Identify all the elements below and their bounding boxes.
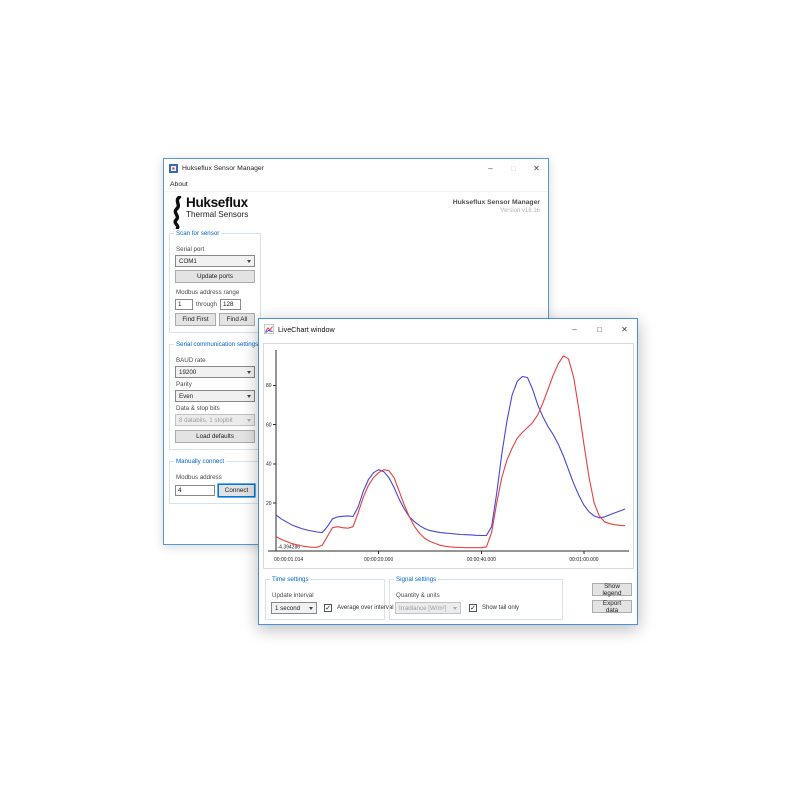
parity-select[interactable]: Even xyxy=(175,390,255,402)
main-titlebar[interactable]: Hukseflux Sensor Manager – □ ✕ xyxy=(164,159,548,178)
parity-value: Even xyxy=(179,392,194,400)
minimize-icon[interactable]: – xyxy=(572,324,577,334)
svg-text:60: 60 xyxy=(266,422,272,428)
livechart-window-title: LiveChart window xyxy=(278,324,335,334)
show-tail-only-checkbox[interactable]: ✓ xyxy=(469,604,477,612)
quantity-units-select: Irradiance [W/m²] xyxy=(395,602,461,614)
livechart-window: LiveChart window – □ ✕ 20 40 60 80 -4.394286… xyxy=(258,318,638,625)
livechart-panel: 20 40 60 80 -4.394286 00:00:20.000 00:00:40.00… xyxy=(263,343,634,569)
svg-text:00:00:01.014: 00:00:01.014 xyxy=(274,557,303,563)
svg-text:00:01:00.000: 00:01:00.000 xyxy=(569,557,598,563)
hukseflux-logo: Hukseflux Thermal Sensors xyxy=(171,195,249,229)
update-ports-button[interactable]: Update ports xyxy=(175,270,255,283)
show-tail-only-label: Show tail only xyxy=(482,605,520,611)
svg-text:20: 20 xyxy=(266,501,272,507)
update-interval-value: 1 second xyxy=(275,604,301,612)
svg-text:00:00:40.000: 00:00:40.000 xyxy=(467,557,496,563)
brand-version: Version v18.16 xyxy=(500,208,540,214)
modbus-address-label: Modbus address xyxy=(176,474,222,481)
scan-for-sensor-group: Scan for sensor Serial port COM1 Update … xyxy=(169,230,261,333)
quantity-units-value: Irradiance [W/m²] xyxy=(399,604,447,612)
menu-about[interactable]: About xyxy=(170,181,188,188)
scan-group-title: Scan for sensor xyxy=(174,230,222,237)
logo-subtitle: Thermal Sensors xyxy=(186,210,249,220)
baud-rate-label: BAUD rate xyxy=(176,357,206,364)
dropdown-arrow-icon xyxy=(247,394,251,398)
through-label: through xyxy=(196,301,217,308)
show-legend-button[interactable]: Show legend xyxy=(592,583,632,597)
brand-name: Hukseflux Sensor Manager xyxy=(452,199,540,206)
logo-name: Hukseflux xyxy=(186,195,248,210)
serial-port-value: COM1 xyxy=(179,257,197,265)
app-icon xyxy=(169,164,178,173)
dropdown-arrow-icon xyxy=(309,606,313,610)
update-interval-label: Update interval xyxy=(272,592,314,599)
livechart-icon xyxy=(264,324,274,334)
close-icon[interactable]: ✕ xyxy=(533,164,540,173)
signal-settings-group: Signal settings Quantity & units Irradia… xyxy=(389,576,563,620)
svg-text:-4.394286: -4.394286 xyxy=(278,545,301,551)
dropdown-arrow-icon xyxy=(453,606,457,610)
baud-rate-select[interactable]: 19200 xyxy=(175,366,255,378)
average-over-interval-checkbox[interactable]: ✓ xyxy=(324,604,332,612)
serial-port-label: Serial port xyxy=(176,246,205,253)
export-data-button[interactable]: Export data xyxy=(592,600,632,614)
signal-settings-title: Signal settings xyxy=(394,576,439,583)
svg-text:00:00:20.000: 00:00:20.000 xyxy=(364,557,393,563)
manual-group-title: Manually connect xyxy=(174,458,227,465)
databits-value: 8 databits, 1 stopbit xyxy=(179,416,233,424)
dropdown-arrow-icon xyxy=(247,370,251,374)
serial-settings-group: Serial communication settings BAUD rate … xyxy=(169,341,261,450)
baud-rate-value: 19200 xyxy=(179,368,197,376)
svg-text:80: 80 xyxy=(266,383,272,389)
modbus-range-label: Modbus address range xyxy=(176,289,240,296)
livechart-titlebar[interactable]: LiveChart window – □ ✕ xyxy=(259,319,637,339)
load-defaults-button[interactable]: Load defaults xyxy=(175,430,255,443)
range-to-input[interactable] xyxy=(220,299,241,310)
maximize-icon[interactable]: □ xyxy=(597,324,602,334)
hukseflux-logo-icon xyxy=(173,196,182,229)
close-icon[interactable]: ✕ xyxy=(621,324,628,334)
left-panel: Scan for sensor Serial port COM1 Update … xyxy=(169,230,261,515)
menubar: About xyxy=(164,178,548,192)
check-icon: ✓ xyxy=(325,604,331,612)
main-window-title: Hukseflux Sensor Manager xyxy=(182,165,264,172)
check-icon: ✓ xyxy=(470,604,476,612)
maximize-icon[interactable]: □ xyxy=(511,164,516,173)
dropdown-arrow-icon xyxy=(247,418,251,422)
find-all-button[interactable]: Find All xyxy=(218,313,255,326)
modbus-address-input[interactable] xyxy=(175,485,215,496)
manually-connect-group: Manually connect Modbus address Connect xyxy=(169,458,261,504)
quantity-units-label: Quantity & units xyxy=(396,592,440,599)
connect-button[interactable]: Connect xyxy=(218,484,255,497)
databits-select: 8 databits, 1 stopbit xyxy=(175,414,255,426)
parity-label: Parity xyxy=(176,381,192,388)
svg-text:40: 40 xyxy=(266,462,272,468)
brand-block: Hukseflux Sensor Manager Version v18.16 xyxy=(453,199,540,214)
minimize-icon[interactable]: – xyxy=(488,164,493,173)
find-first-button[interactable]: Find First xyxy=(175,313,216,326)
time-settings-title: Time settings xyxy=(270,576,311,583)
dropdown-arrow-icon xyxy=(247,259,251,263)
databits-label: Data & stop bits xyxy=(176,405,220,412)
range-from-input[interactable] xyxy=(175,299,193,310)
serial-group-title: Serial communication settings xyxy=(174,341,261,348)
update-interval-select[interactable]: 1 second xyxy=(271,602,317,614)
livechart-svg: 20 40 60 80 -4.394286 00:00:20.000 00:00:40.00… xyxy=(266,350,629,563)
average-over-interval-label: Average over interval xyxy=(337,605,394,611)
serial-port-select[interactable]: COM1 xyxy=(175,255,255,267)
time-settings-group: Time settings Update interval 1 second ✓… xyxy=(265,576,394,620)
